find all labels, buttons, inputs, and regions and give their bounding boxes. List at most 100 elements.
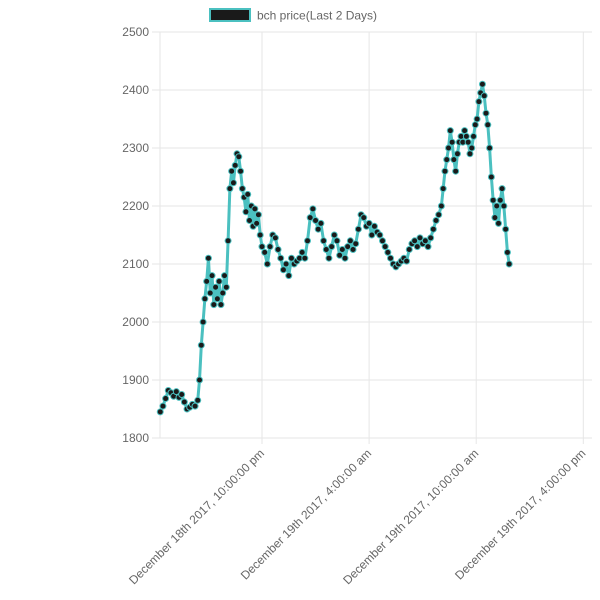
data-point[interactable] bbox=[413, 243, 421, 251]
data-point[interactable] bbox=[197, 341, 205, 349]
data-point[interactable] bbox=[344, 243, 352, 251]
data-point[interactable] bbox=[314, 225, 322, 233]
data-point[interactable] bbox=[229, 179, 237, 187]
data-point[interactable] bbox=[263, 260, 271, 268]
data-point[interactable] bbox=[466, 150, 474, 158]
data-point[interactable] bbox=[487, 173, 495, 181]
data-point[interactable] bbox=[346, 237, 354, 245]
data-point[interactable] bbox=[159, 402, 167, 410]
data-point[interactable] bbox=[441, 167, 449, 175]
data-point[interactable] bbox=[462, 132, 470, 140]
data-point[interactable] bbox=[224, 237, 232, 245]
data-point[interactable] bbox=[421, 237, 429, 245]
data-point[interactable] bbox=[432, 217, 440, 224]
data-point[interactable] bbox=[500, 202, 508, 210]
data-point[interactable] bbox=[470, 132, 478, 140]
data-point[interactable] bbox=[473, 115, 481, 123]
data-point[interactable] bbox=[450, 156, 458, 164]
data-point[interactable] bbox=[274, 246, 282, 253]
data-point[interactable] bbox=[376, 231, 384, 239]
data-point[interactable] bbox=[381, 243, 389, 251]
data-point[interactable] bbox=[498, 185, 506, 193]
data-point[interactable] bbox=[325, 254, 333, 262]
data-point[interactable] bbox=[468, 144, 476, 152]
data-point[interactable] bbox=[199, 318, 207, 326]
data-point[interactable] bbox=[226, 185, 234, 193]
data-point[interactable] bbox=[271, 234, 279, 242]
data-point[interactable] bbox=[405, 246, 413, 253]
data-point[interactable] bbox=[266, 243, 274, 251]
data-point[interactable] bbox=[443, 156, 451, 164]
data-point[interactable] bbox=[489, 196, 497, 204]
data-point[interactable] bbox=[320, 237, 328, 245]
data-point[interactable] bbox=[306, 214, 314, 222]
data-point[interactable] bbox=[213, 295, 221, 303]
data-point[interactable] bbox=[416, 234, 424, 242]
data-point[interactable] bbox=[309, 205, 317, 213]
data-point[interactable] bbox=[172, 388, 180, 396]
data-point[interactable] bbox=[435, 211, 443, 219]
data-point[interactable] bbox=[387, 254, 395, 262]
data-point[interactable] bbox=[427, 234, 435, 242]
data-point[interactable] bbox=[194, 396, 202, 404]
data-point[interactable] bbox=[258, 243, 266, 251]
data-point[interactable] bbox=[204, 254, 212, 262]
data-point[interactable] bbox=[333, 237, 341, 245]
data-point[interactable] bbox=[437, 202, 445, 210]
data-point[interactable] bbox=[210, 301, 218, 309]
data-point[interactable] bbox=[505, 260, 513, 268]
data-point[interactable] bbox=[279, 266, 287, 274]
data-point[interactable] bbox=[464, 138, 472, 146]
data-point[interactable] bbox=[461, 127, 469, 135]
data-point[interactable] bbox=[196, 376, 204, 384]
data-point[interactable] bbox=[217, 301, 225, 309]
data-point[interactable] bbox=[411, 237, 419, 245]
data-point[interactable] bbox=[484, 121, 492, 129]
data-point[interactable] bbox=[191, 402, 199, 410]
data-point[interactable] bbox=[246, 217, 253, 224]
data-point[interactable] bbox=[238, 185, 246, 193]
data-point[interactable] bbox=[452, 167, 460, 175]
data-point[interactable] bbox=[338, 246, 346, 253]
data-point[interactable] bbox=[206, 289, 214, 297]
data-point[interactable] bbox=[439, 185, 447, 193]
data-point[interactable] bbox=[496, 196, 504, 204]
data-point[interactable] bbox=[235, 153, 243, 161]
data-point[interactable] bbox=[212, 283, 220, 291]
data-point[interactable] bbox=[162, 395, 170, 403]
data-point[interactable] bbox=[429, 225, 437, 233]
data-point[interactable] bbox=[341, 254, 349, 262]
data-point[interactable] bbox=[312, 217, 320, 224]
data-point[interactable] bbox=[261, 248, 269, 256]
data-point[interactable] bbox=[215, 277, 223, 285]
data-point[interactable] bbox=[253, 219, 261, 227]
data-point[interactable] bbox=[453, 150, 461, 158]
data-point[interactable] bbox=[301, 254, 309, 262]
chart-legend[interactable]: bch price(Last 2 Days) bbox=[209, 8, 377, 23]
data-point[interactable] bbox=[486, 144, 494, 152]
data-point[interactable] bbox=[503, 248, 511, 256]
data-point[interactable] bbox=[242, 208, 250, 216]
data-point[interactable] bbox=[491, 214, 499, 222]
data-point[interactable] bbox=[222, 283, 230, 291]
data-point[interactable] bbox=[237, 167, 245, 175]
data-point[interactable] bbox=[203, 277, 211, 285]
data-point[interactable] bbox=[328, 243, 336, 251]
data-point[interactable] bbox=[208, 272, 216, 280]
data-point[interactable] bbox=[256, 231, 264, 239]
data-point[interactable] bbox=[254, 211, 262, 219]
data-point[interactable] bbox=[322, 246, 330, 253]
data-point[interactable] bbox=[352, 240, 360, 248]
data-point[interactable] bbox=[231, 161, 239, 169]
data-point[interactable] bbox=[378, 237, 386, 245]
data-point[interactable] bbox=[287, 254, 295, 262]
data-point[interactable] bbox=[370, 222, 378, 230]
data-point[interactable] bbox=[221, 272, 229, 280]
data-point[interactable] bbox=[244, 190, 252, 198]
data-point[interactable] bbox=[448, 138, 456, 146]
data-point[interactable] bbox=[219, 289, 227, 297]
data-point[interactable] bbox=[368, 231, 376, 239]
data-point[interactable] bbox=[180, 398, 188, 406]
data-point[interactable] bbox=[480, 92, 488, 100]
data-point[interactable] bbox=[277, 254, 285, 262]
